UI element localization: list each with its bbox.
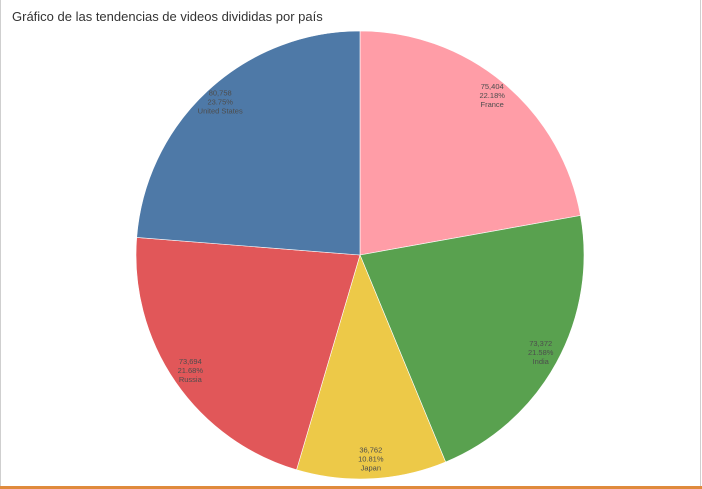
- slice-label-india: 73,372 21.58% India: [528, 339, 554, 366]
- slice-label-united-states: 80,758 23.75% United States: [198, 89, 243, 116]
- pie-slice-india[interactable]: [359, 215, 585, 463]
- pie-slice-japan[interactable]: [296, 254, 446, 480]
- chart-title: Gráfico de las tendencias de videos divi…: [12, 9, 323, 24]
- slice-label-france: 75,404 22.18% France: [479, 82, 505, 109]
- slice-label-russia: 73,694 21.68% Russia: [178, 357, 204, 384]
- slice-label-japan: 36,762 10.81% Japan: [358, 446, 384, 473]
- pie-slice-united-states[interactable]: [136, 30, 361, 256]
- pie-slices: [135, 30, 585, 480]
- pie-labels: 75,404 22.18% France 73,372 21.58% India 36,76…: [178, 82, 554, 473]
- bottom-accent-bar: [0, 486, 702, 489]
- pie-slice-russia[interactable]: [135, 237, 361, 471]
- pie-slice-france[interactable]: [359, 30, 581, 256]
